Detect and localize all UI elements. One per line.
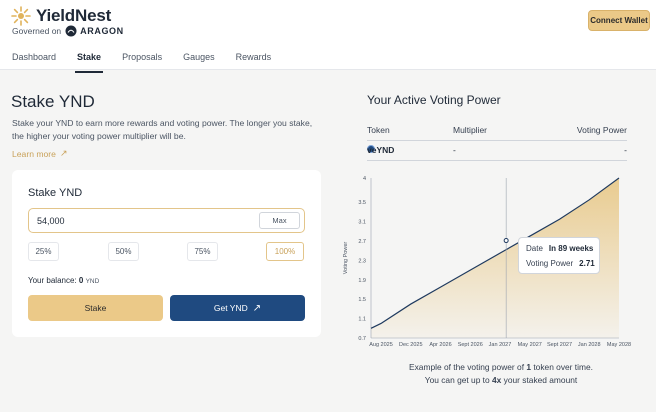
tooltip-voting-power: Voting Power 2.71 [526, 259, 595, 268]
top-header: YieldNest Governed on ARAGON Connect Wal… [0, 0, 656, 73]
tab-gauges[interactable]: Gauges [183, 52, 215, 62]
divider [367, 160, 627, 161]
note-prefix: Example of the voting power of [409, 362, 525, 372]
chart-tooltip: Date In 89 weeks Voting Power 2.71 [518, 237, 600, 274]
balance-label: Your balance: [28, 276, 77, 285]
veynd-token-icon [367, 145, 375, 153]
learn-more-link[interactable]: Learn more ↗ [12, 148, 68, 159]
voting-power-chart: 0.7 1.1 1.5 1.9 2.3 2.7 3.1 3.5 4 Aug 2025 Dec 202… [343, 176, 631, 348]
column-token: Token [367, 125, 390, 135]
x-tick-label: Aug 2025 [369, 342, 393, 348]
tooltip-date-label: Date [526, 244, 543, 253]
tab-stake[interactable]: Stake [75, 52, 104, 73]
y-tick-label: 2.3 [358, 258, 366, 264]
percent-100-button[interactable]: 100% [266, 242, 304, 261]
balance-unit: YND [85, 278, 100, 285]
x-tick-label: Dec 2025 [399, 342, 423, 348]
tab-rewards[interactable]: Rewards [235, 52, 272, 62]
balance-value: 0 [78, 276, 84, 285]
stake-button[interactable]: Stake [28, 295, 163, 321]
y-tick-label: 1.9 [358, 278, 366, 284]
highlight-point [503, 238, 509, 244]
note-amount: 1 [526, 362, 532, 372]
note2-multiplier: 4x [492, 375, 502, 385]
main-nav: Dashboard Stake Proposals Gauges Rewards [12, 52, 292, 73]
stake-amount-input[interactable] [37, 214, 237, 228]
balance: Your balance: 0 YND [28, 276, 99, 285]
tab-dashboard[interactable]: Dashboard [12, 52, 57, 62]
brand-logo[interactable]: YieldNest [11, 6, 111, 26]
get-ynd-button[interactable]: Get YND ↗ [170, 295, 305, 321]
tooltip-vp-label: Voting Power [526, 259, 574, 268]
y-tick-label: 0.7 [358, 336, 366, 342]
chart-area [371, 178, 619, 338]
token-name: veYND [367, 145, 395, 155]
governed-on: Governed on ARAGON [12, 25, 124, 37]
connect-wallet-button[interactable]: Connect Wallet [588, 10, 650, 31]
percent-75-button[interactable]: 75% [187, 242, 218, 261]
max-button[interactable]: Max [259, 212, 300, 229]
y-tick-label: 4 [363, 176, 366, 182]
sun-logo-icon [11, 6, 31, 26]
page-title: Stake YND [11, 92, 95, 111]
stake-card: Stake YND Max 25% 50% 75% 100% Your bala… [12, 170, 321, 337]
stake-description: Stake your YND to earn more rewards and … [12, 118, 313, 141]
x-tick-label: Apr 2026 [429, 342, 451, 348]
y-tick-label: 2.7 [358, 239, 366, 245]
x-tick-label: Sept 2026 [458, 342, 483, 348]
note2-prefix: You can get up to [424, 375, 490, 385]
y-tick-label: 3.5 [358, 200, 366, 206]
get-ynd-label: Get YND [213, 303, 248, 313]
voting-power-title: Your Active Voting Power [367, 93, 501, 107]
aragon-name: ARAGON [80, 26, 124, 36]
y-tick-label: 3.1 [358, 220, 366, 226]
divider [367, 140, 627, 141]
governed-prefix: Governed on [12, 26, 62, 36]
note2-suffix: your staked amount [503, 375, 578, 385]
arrow-up-right-icon: ↗ [59, 148, 68, 158]
brand-name: YieldNest [36, 6, 112, 25]
column-voting-power: Voting Power [576, 125, 627, 135]
tab-proposals[interactable]: Proposals [122, 52, 163, 62]
tooltip-date-value: In 89 weeks [548, 244, 594, 253]
x-tick-label: May 2028 [607, 342, 631, 348]
chart-note: Example of the voting power of 1 token o… [360, 362, 642, 372]
series-line [370, 177, 620, 329]
percent-25-button[interactable]: 25% [28, 242, 59, 261]
note-suffix: token over time. [533, 362, 593, 372]
percent-50-button[interactable]: 50% [108, 242, 139, 261]
x-tick-label: Jan 2028 [578, 342, 601, 348]
chart-note-multiplier: You can get up to 4x your staked amount [360, 375, 642, 385]
aragon-icon [65, 25, 77, 37]
tooltip-date: Date In 89 weeks [526, 244, 593, 253]
arrow-up-right-icon: ↗ [252, 302, 262, 314]
multiplier-cell: - [453, 145, 456, 155]
x-tick-label: May 2027 [518, 342, 542, 348]
column-multiplier: Multiplier [453, 125, 488, 135]
voting-power-cell: - [624, 145, 627, 155]
stake-card-title: Stake YND [28, 187, 83, 199]
amount-field: Max [28, 208, 305, 233]
x-tick-label: Jan 2027 [489, 342, 512, 348]
y-tick-label: 1.1 [358, 317, 366, 323]
y-axis-label: Voting Power [343, 242, 349, 275]
tooltip-vp-value: 2.71 [579, 259, 595, 268]
y-tick-label: 1.5 [358, 297, 366, 303]
x-tick-label: Sept 2027 [547, 342, 572, 348]
learn-more-label: Learn more [12, 148, 56, 159]
